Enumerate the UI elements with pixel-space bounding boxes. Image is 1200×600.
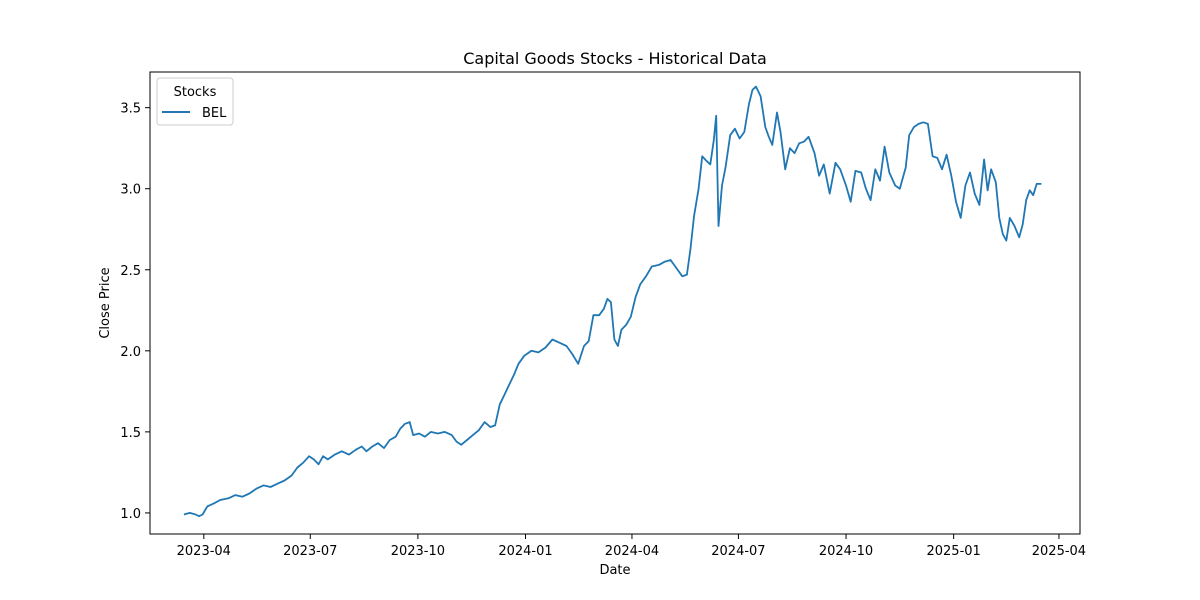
y-axis: 1.0 1.5 2.0 2.5 3.0 3.5 [120, 102, 150, 522]
legend-box [156, 77, 234, 126]
legend: Stocks BEL [156, 77, 234, 126]
y-tick-label: 1.0 [120, 507, 141, 522]
x-tick-label: 2025-01 [926, 544, 980, 559]
x-tick-label: 2025-04 [1032, 544, 1086, 559]
axes-border [149, 71, 1081, 535]
y-tick-label: 3.5 [120, 102, 141, 117]
x-tick-label: 2024-01 [498, 544, 552, 559]
plot-area [149, 71, 1081, 535]
x-tick-label: 2024-04 [605, 544, 659, 559]
y-tick-label: 2.0 [120, 345, 141, 360]
x-tick-label: 2023-10 [391, 544, 445, 559]
legend-label-bel: BEL [202, 106, 227, 121]
y-tick-label: 3.0 [120, 183, 141, 198]
x-axis-label: Date [599, 563, 630, 578]
x-tick-label: 2024-10 [819, 544, 873, 559]
x-axis: 2023-04 2023-07 2023-10 2024-01 2024-04 2024-… [177, 534, 1086, 559]
series-line-bel [183, 85, 1042, 518]
y-tick-label: 2.5 [120, 264, 141, 279]
series-group [183, 85, 1042, 518]
y-axis-label: Close Price [98, 267, 113, 338]
x-tick-label: 2023-04 [177, 544, 231, 559]
x-tick-label: 2023-07 [283, 544, 337, 559]
x-tick-label: 2024-07 [711, 544, 765, 559]
legend-title: Stocks [174, 85, 217, 100]
y-tick-label: 1.5 [120, 426, 141, 441]
chart-title: Capital Goods Stocks - Historical Data [463, 49, 767, 68]
